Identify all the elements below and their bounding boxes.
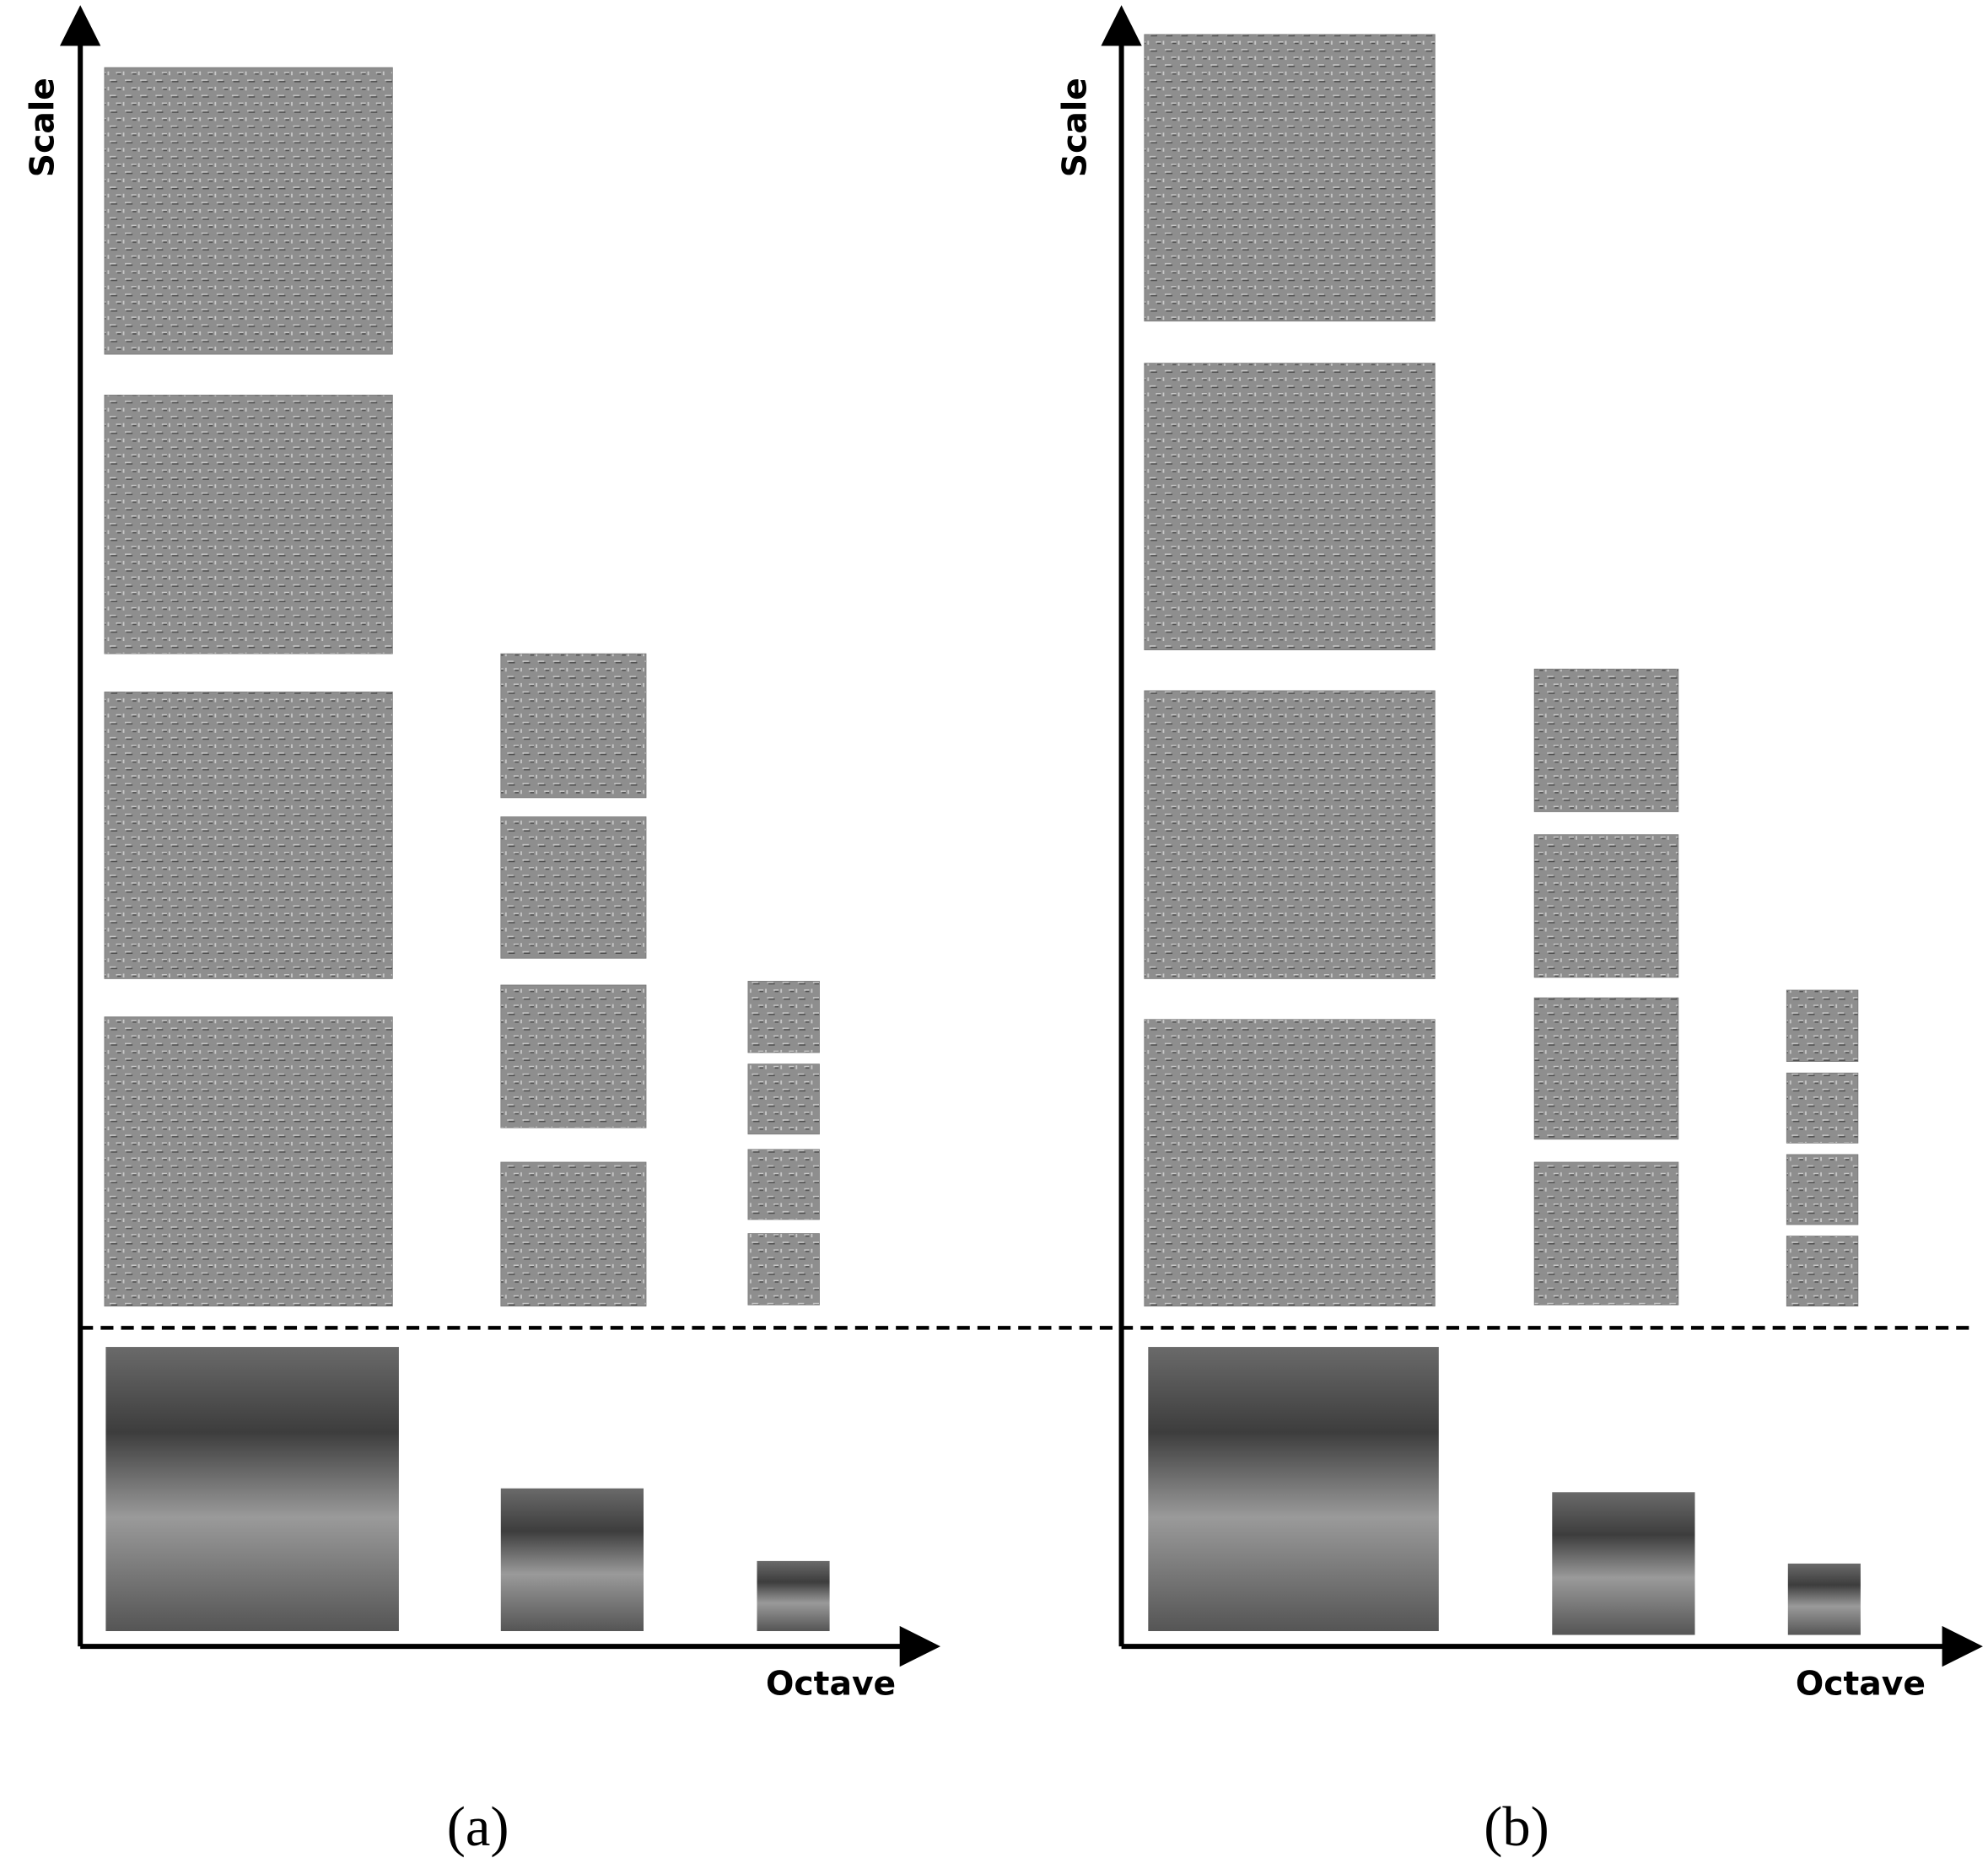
source-image xyxy=(1787,1563,1861,1635)
dog-image xyxy=(500,984,647,1128)
dog-image xyxy=(500,653,647,799)
source-image xyxy=(500,1488,644,1631)
dog-image xyxy=(747,1233,820,1306)
source-image xyxy=(757,1560,830,1631)
dog-image xyxy=(1533,1161,1679,1306)
dog-image xyxy=(1144,363,1436,650)
dog-image xyxy=(747,981,820,1053)
source-image xyxy=(1148,1347,1439,1631)
dog-image xyxy=(104,395,393,654)
source-image xyxy=(105,1347,399,1631)
dog-image xyxy=(1786,1072,1859,1144)
dog-image xyxy=(1786,1236,1859,1307)
dog-image xyxy=(500,816,647,959)
caption: (a) xyxy=(447,1796,509,1858)
dog-image xyxy=(104,692,393,979)
dog-image xyxy=(1144,1019,1436,1307)
dog-image xyxy=(1786,989,1859,1062)
x-axis-label: Octave xyxy=(766,1666,896,1704)
dog-image xyxy=(747,1064,820,1135)
y-axis-label: Scale xyxy=(1056,78,1094,177)
dog-image xyxy=(1533,668,1679,812)
dog-image xyxy=(1144,690,1436,979)
dog-image xyxy=(1144,34,1436,322)
dog-image xyxy=(1533,997,1679,1140)
dog-image xyxy=(104,67,393,355)
dog-image xyxy=(1533,834,1679,978)
dog-image xyxy=(747,1149,820,1220)
dog-image xyxy=(500,1161,647,1307)
dog-image xyxy=(104,1016,393,1307)
x-axis-label: Octave xyxy=(1796,1666,1926,1704)
y-axis-label: Scale xyxy=(24,78,62,177)
dog-image xyxy=(1786,1154,1859,1225)
caption: (b) xyxy=(1484,1796,1549,1858)
source-image xyxy=(1552,1492,1695,1635)
